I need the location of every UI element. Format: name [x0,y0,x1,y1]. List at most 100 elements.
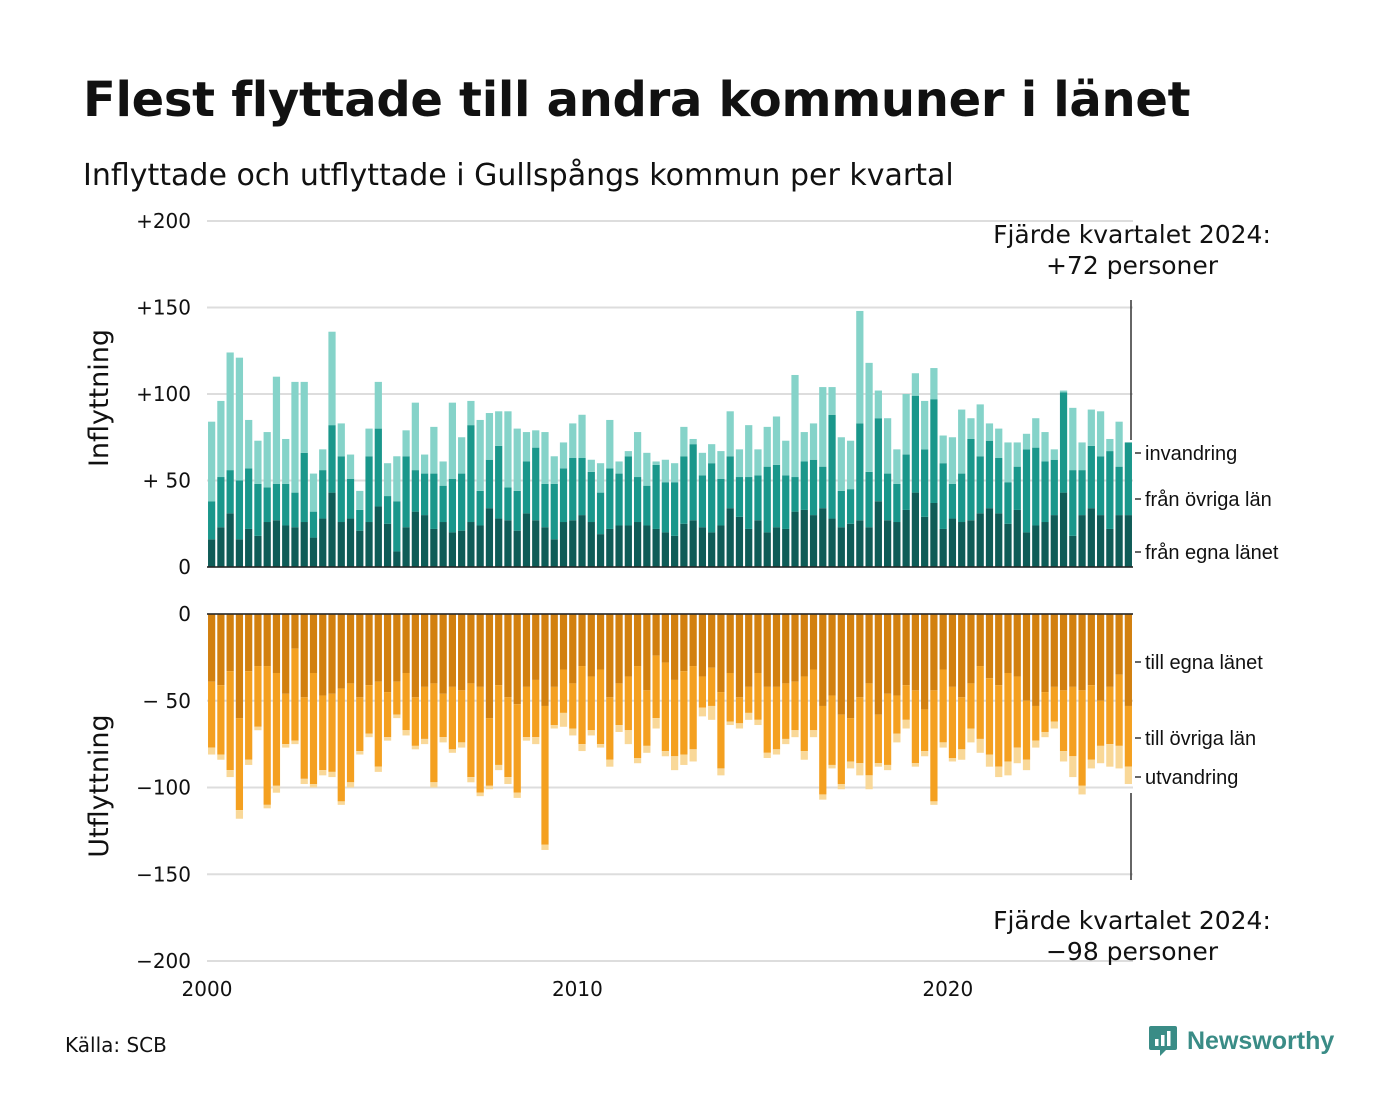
bar-out-till-egna-lanet [689,614,697,667]
bar-in-fran-ovriga-lan [291,492,299,528]
bar-in-fran-ovriga-lan [883,473,892,521]
chart-canvas: 0 + 50 +100 +150 +200 0 − 50 −100 −150 −200 2000 20… [84,209,1279,1001]
bar-in-fran-egna-lanet [837,527,845,567]
bar-in-invandring [1059,390,1068,393]
bar-in-invandring [606,419,614,469]
bar-in-fran-ovriga-lan [1069,470,1077,536]
bar-out-utvandring [1022,759,1031,771]
bar-out-utvandring [420,738,429,745]
bar-in-invandring [726,411,734,457]
bar-in-fran-ovriga-lan [282,483,290,526]
bar-out-till-ovriga-lan [495,685,503,765]
bar-in-fran-ovriga-lan [809,459,818,516]
bar-out-till-egna-lanet [921,614,929,710]
bar-in-fran-egna-lanet [1087,508,1095,567]
bar-in-fran-ovriga-lan [356,509,364,531]
bar-out-utvandring [208,747,216,755]
bar-out-till-egna-lanet [652,614,660,656]
x-tick-label: 2000 [182,977,233,1001]
bar-out-utvandring [476,792,484,797]
bar-out-till-egna-lanet [1078,614,1086,691]
bar-out-utvandring [272,785,281,793]
bar-out-utvandring [652,718,660,729]
bar-out-till-egna-lanet [1059,614,1068,691]
bar-in-fran-ovriga-lan [208,501,216,540]
bar-in-fran-egna-lanet [782,528,790,567]
bar-in-fran-egna-lanet [1069,535,1077,567]
bar-out-till-ovriga-lan [291,648,299,741]
bar-in-invandring [504,411,512,488]
bar-in-fran-ovriga-lan [1078,470,1086,516]
bar-out-till-egna-lanet [254,614,262,667]
bar-out-utvandring [1087,759,1095,769]
bar-out-utvandring [661,751,669,757]
bar-in-invandring [235,357,244,481]
brand-logo[interactable]: Newsworthy [1148,1024,1334,1058]
bar-out-utvandring [883,764,892,771]
bar-out-till-egna-lanet [1106,614,1114,687]
bar-out-till-ovriga-lan [550,686,558,726]
bar-in-fran-egna-lanet [596,534,605,567]
bar-in-fran-egna-lanet [745,528,753,567]
bar-in-fran-ovriga-lan [365,456,373,523]
bar-out-till-egna-lanet [467,614,475,684]
bar-out-till-ovriga-lan [254,666,262,727]
bar-out-till-egna-lanet [272,614,281,673]
bar-in-fran-ovriga-lan [1087,445,1095,509]
bar-in-fran-ovriga-lan [458,473,466,531]
bar-in-fran-egna-lanet [291,527,299,567]
bar-out-utvandring [606,759,614,767]
bar-in-fran-ovriga-lan [235,480,244,540]
x-tick-label: 2020 [922,977,973,1001]
bar-out-utvandring [689,749,697,762]
bar-in-fran-egna-lanet [235,539,244,567]
bar-in-invandring [708,444,716,464]
y-tick-label-top: + 50 [142,469,191,493]
bar-in-fran-egna-lanet [893,522,901,567]
bar-in-invandring [948,437,957,484]
bar-in-fran-egna-lanet [1059,492,1068,567]
bar-in-fran-egna-lanet [1096,515,1105,567]
bar-in-fran-ovriga-lan [772,464,781,528]
bar-out-utvandring [745,712,753,720]
bar-out-till-ovriga-lan [319,695,327,771]
bar-in-fran-egna-lanet [356,530,364,567]
bar-in-fran-ovriga-lan [226,470,234,514]
bar-out-till-ovriga-lan [235,718,244,811]
bar-in-invandring [430,426,438,474]
callout-bottom-line1: Fjärde kvartalet 2024: [993,906,1271,935]
bar-in-fran-ovriga-lan [661,482,669,533]
bar-out-till-ovriga-lan [976,666,984,739]
bar-out-utvandring [356,751,364,755]
bar-in-fran-egna-lanet [930,502,938,567]
bar-out-till-ovriga-lan [828,695,836,765]
bar-in-invandring [745,425,753,478]
bar-out-till-ovriga-lan [356,697,364,752]
bar-out-till-egna-lanet [430,614,438,684]
bar-out-till-ovriga-lan [939,669,947,743]
bar-out-utvandring [1050,721,1058,729]
bar-out-till-ovriga-lan [374,681,382,767]
bar-out-till-egna-lanet [661,614,669,663]
bar-in-invandring [883,418,892,474]
bar-out-till-ovriga-lan [791,681,799,731]
bar-out-till-ovriga-lan [1050,686,1058,722]
bar-out-till-egna-lanet [365,614,373,686]
bar-out-till-egna-lanet [763,614,771,687]
bar-in-fran-egna-lanet [263,522,271,567]
bar-in-invandring [782,440,790,476]
bar-out-till-egna-lanet [439,614,447,694]
bar-in-fran-egna-lanet [439,522,447,567]
bar-in-invandring [624,451,632,457]
bar-out-till-egna-lanet [735,614,744,698]
bar-out-till-egna-lanet [1004,614,1012,673]
bar-in-fran-egna-lanet [883,520,892,567]
bar-in-invandring [800,432,808,462]
bar-in-invandring [550,456,558,484]
bar-in-fran-egna-lanet [383,523,392,567]
bar-out-till-egna-lanet [671,614,679,680]
bar-in-fran-ovriga-lan [309,511,318,538]
bar-out-utvandring [921,751,929,757]
bar-in-invandring [282,438,290,484]
bar-out-till-egna-lanet [967,614,975,684]
